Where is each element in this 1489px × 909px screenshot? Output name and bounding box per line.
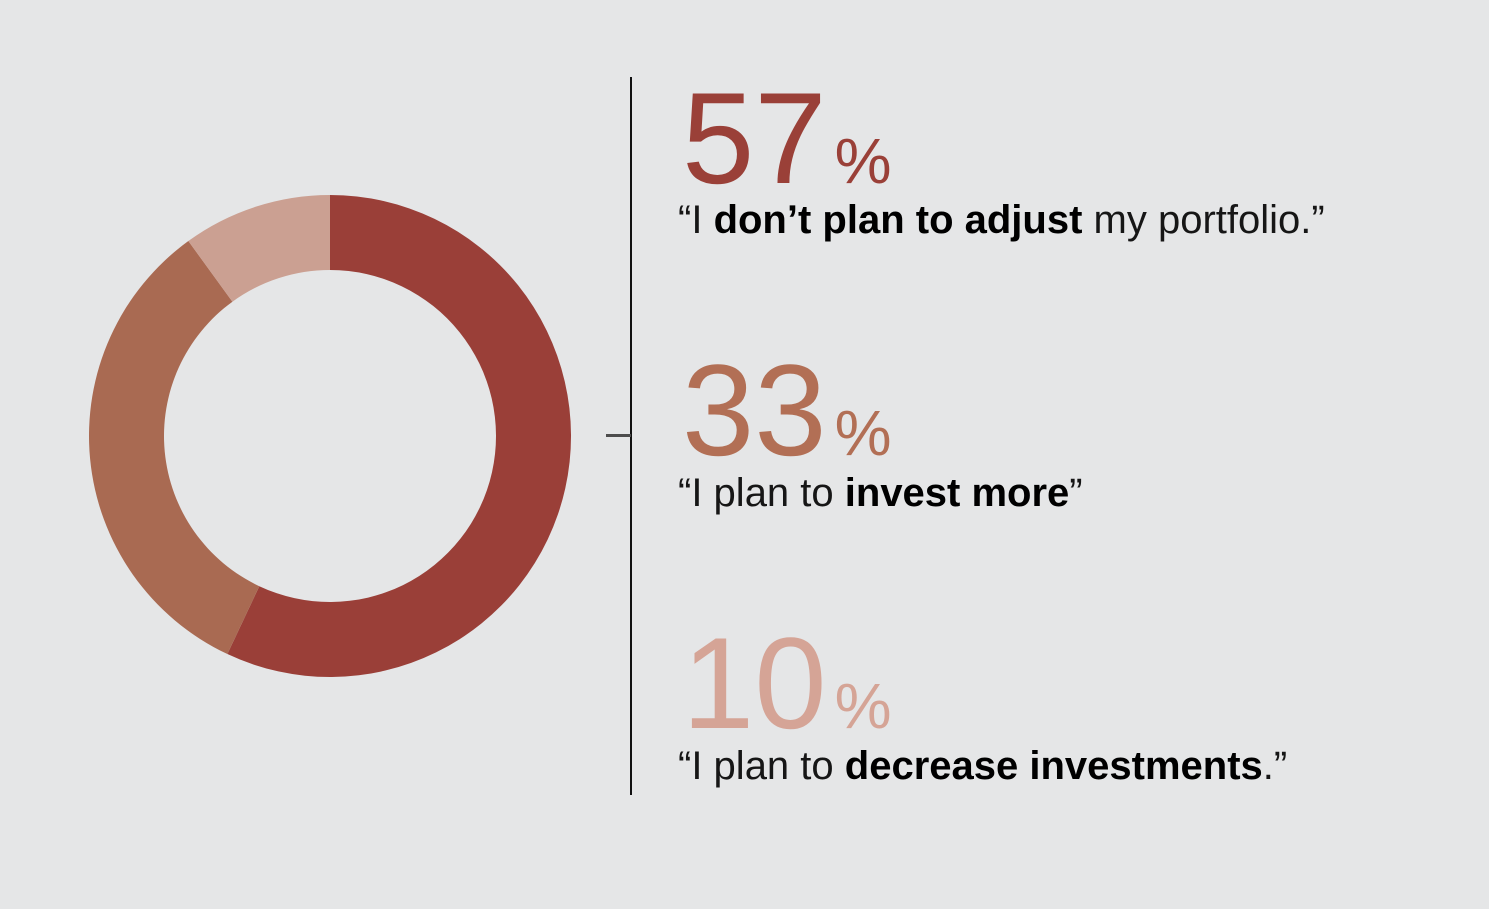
open-quote: “ [678, 471, 692, 515]
open-quote: “ [678, 744, 692, 788]
stat-number-3-percent-sign: % [834, 670, 892, 742]
stat-quote-2: “I plan to invest more” [678, 470, 1083, 516]
donut-segment-10-percent [188, 195, 330, 302]
quote-text-bold: don’t plan to adjust [713, 198, 1083, 242]
open-quote: “ [678, 198, 692, 242]
close-quote: ” [1311, 198, 1325, 242]
quote-text-bold: decrease investments [844, 744, 1263, 788]
stat-number-1-percent-sign: % [834, 125, 892, 197]
quote-text: I plan to [691, 744, 845, 788]
quote-text: my portfolio. [1082, 198, 1312, 242]
quote-text-bold: invest more [844, 471, 1070, 515]
quote-text: I plan to [691, 471, 845, 515]
quote-text: I [691, 198, 714, 242]
stat-quote-3: “I plan to decrease investments.” [678, 743, 1287, 789]
donut-segment-33-percent [89, 241, 260, 655]
stat-number-2-percent-sign: % [834, 397, 892, 469]
donut-segment-57-percent [227, 195, 572, 677]
stat-number-2: 33% [682, 345, 892, 475]
close-quote: ” [1273, 744, 1288, 788]
divider-line [630, 77, 632, 795]
stat-number-1: 57% [682, 73, 892, 203]
quote-text: . [1262, 744, 1274, 788]
stat-quote-1: “I don’t plan to adjust my portfolio.” [678, 197, 1325, 243]
close-quote: ” [1069, 471, 1083, 515]
divider-tick [606, 434, 631, 437]
donut-chart [89, 195, 572, 677]
stat-number-2-value: 33 [682, 337, 827, 483]
stat-number-3-value: 10 [682, 610, 827, 756]
stat-number-3: 10% [682, 618, 892, 748]
stat-number-1-value: 57 [682, 65, 827, 211]
